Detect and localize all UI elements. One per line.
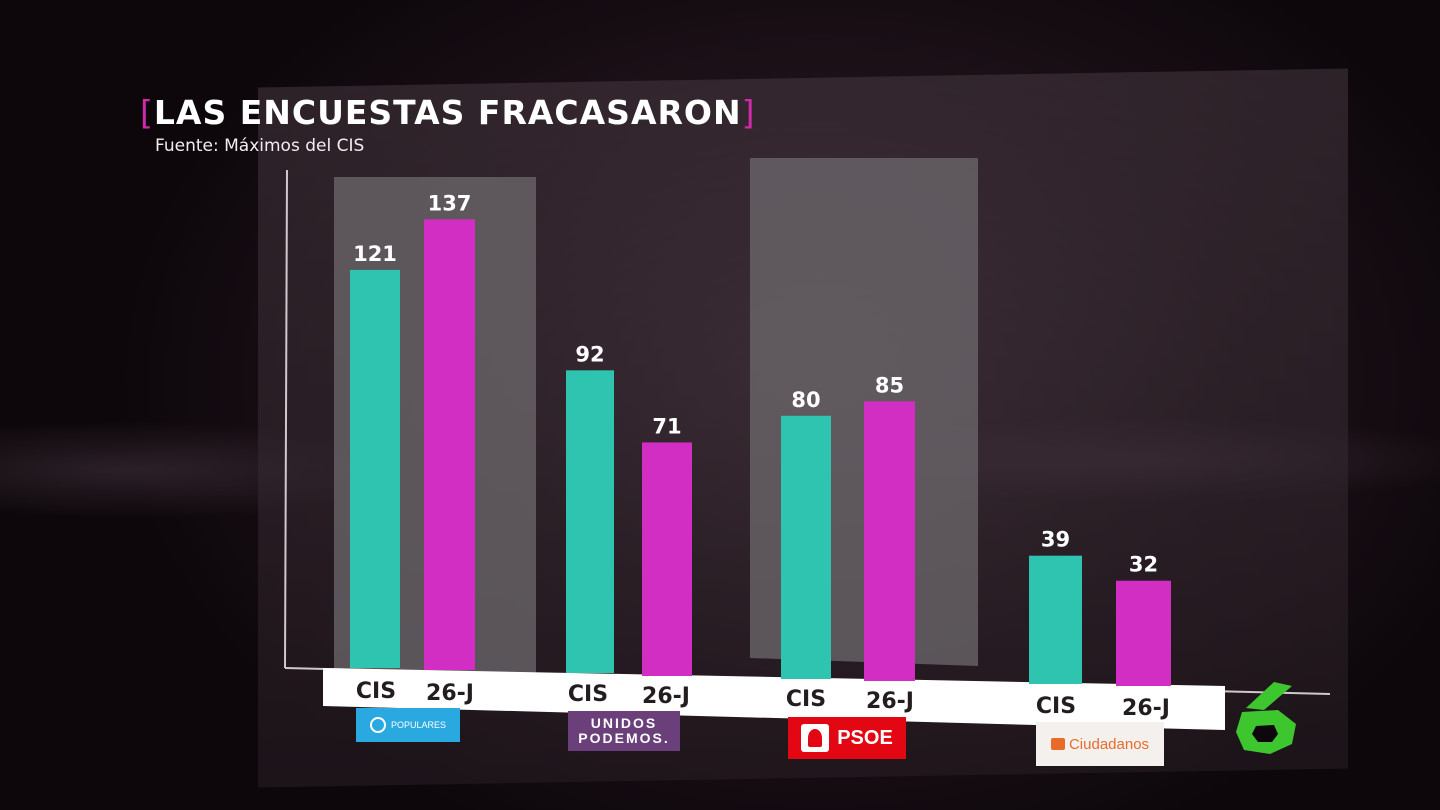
data-label: 39 (1041, 528, 1070, 552)
title-text: LAS ENCUESTAS FRACASARON (153, 93, 742, 132)
bar-26-j-2 (864, 401, 915, 681)
title-bracket-close: ] (741, 93, 756, 132)
chart-subtitle: Fuente: Máximos del CIS (155, 136, 365, 156)
bar-cis-0 (350, 269, 400, 668)
bar-category-label: 26-J (426, 681, 474, 706)
psoe-rose-icon (801, 724, 830, 752)
data-label: 121 (353, 242, 397, 266)
bar-category-label: CIS (356, 679, 396, 704)
data-label: 32 (1129, 553, 1158, 577)
bar-category-label: CIS (1036, 694, 1076, 719)
bar-category-label: 26-J (1122, 696, 1170, 721)
data-label: 71 (652, 414, 681, 438)
pp-gull-icon (369, 717, 386, 733)
bar-cis-1 (566, 370, 614, 673)
bar-category-label: 26-J (642, 684, 690, 709)
psoe-logo: PSOE (788, 717, 906, 759)
unidos-podemos-logo: UNIDOS PODEMOS. (568, 711, 680, 751)
bar-26-j-1 (642, 442, 692, 676)
data-label: 85 (875, 373, 904, 397)
bar-cis-3 (1029, 555, 1082, 684)
ciudadanos-logo-text: Ciudadanos (1068, 735, 1150, 753)
data-label: 92 (575, 342, 604, 366)
title-bracket-open: [ (140, 93, 154, 132)
bar-category-label: CIS (786, 687, 826, 712)
bar-cis-2 (781, 415, 831, 679)
y-axis-line (284, 169, 288, 669)
bar-26-j-0 (424, 219, 475, 670)
bar-category-label: 26-J (866, 689, 914, 714)
data-label: 80 (791, 388, 820, 412)
pp-logo: POPULARES (356, 708, 460, 742)
chart-title: [LAS ENCUESTAS FRACASARON] (140, 92, 755, 134)
bar-26-j-3 (1116, 580, 1171, 686)
pp-logo-text: POPULARES (390, 720, 447, 730)
lasexta-six-logo-icon (1236, 682, 1296, 754)
data-label: 137 (428, 191, 472, 215)
ciudadanos-logo: Ciudadanos (1036, 722, 1164, 766)
up-logo-line2: PODEMOS. (578, 730, 670, 746)
bar-category-label: CIS (568, 682, 608, 707)
psoe-logo-text: PSOE (837, 726, 893, 749)
up-logo-line1: UNIDOS (590, 715, 658, 731)
ciudadanos-icon (1050, 738, 1065, 750)
category-label-strip (323, 668, 1225, 730)
